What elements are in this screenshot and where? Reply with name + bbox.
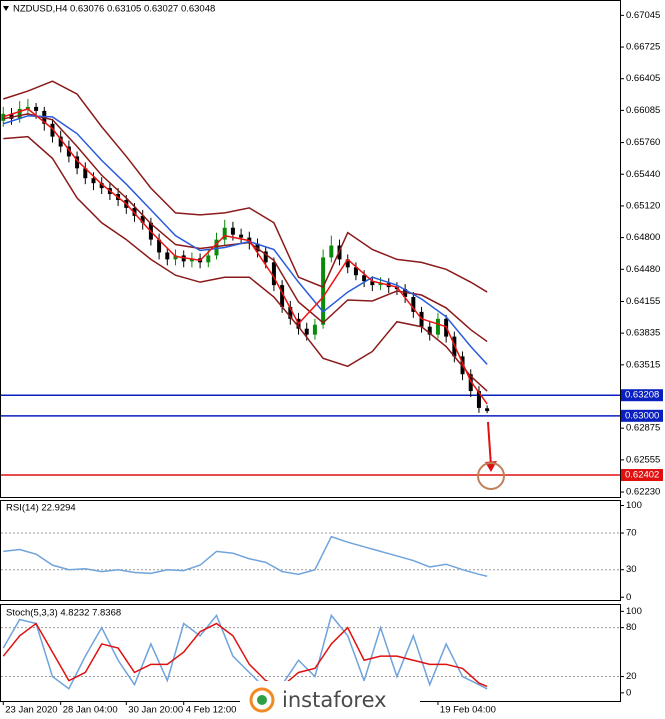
main-frame (0, 0, 621, 498)
candle-body (263, 251, 268, 263)
x-tick-label: 23 Jan 2020 (5, 705, 57, 716)
candle-body (91, 178, 96, 184)
candle-body (222, 227, 227, 240)
y-tick-label: 0.67045 (626, 10, 660, 21)
candle-body (9, 113, 14, 119)
y-tick-label: 0.63835 (626, 328, 660, 339)
level-label-bg (621, 469, 663, 482)
line (3, 108, 488, 405)
candle-body (321, 257, 326, 325)
candle-body (485, 408, 490, 412)
candle-body (140, 215, 145, 223)
candle-body (304, 328, 309, 335)
line (2, 613, 488, 690)
y-tick-label: 0.65760 (626, 137, 660, 148)
candle-body (476, 391, 481, 408)
watermark-bg (240, 681, 420, 719)
symbol-icon (3, 6, 9, 11)
watermark: instaforex (282, 688, 387, 712)
candle-body (435, 318, 440, 335)
candle-body (75, 156, 80, 169)
y-tick-label: 100 (626, 606, 642, 617)
candle-body (1, 113, 6, 121)
candle-body (378, 283, 383, 286)
level-label: 0.62402 (625, 470, 659, 481)
candle-body (34, 106, 39, 111)
candle-body (25, 106, 30, 109)
watermark-icon (249, 687, 275, 713)
target-circle (477, 462, 505, 490)
y-tick-label: 0.62875 (626, 423, 660, 434)
y-tick-label: 0.62230 (626, 487, 660, 498)
level-label-bg (621, 409, 663, 422)
candle-body (17, 108, 22, 119)
candle-body (427, 326, 432, 335)
y-tick-label: 80 (626, 622, 637, 633)
candle-body (230, 227, 235, 235)
candle-body (206, 255, 211, 263)
watermark-icon-dot (257, 695, 267, 705)
line (3, 535, 488, 577)
y-tick-label: 0.62555 (626, 454, 660, 465)
chart-title: NZDUSD,H4 0.63076 0.63105 0.63027 0.6304… (13, 4, 215, 15)
candle-body (165, 252, 170, 260)
stoch-title: Stoch(5,3,3) 4.8232 7.8368 (6, 608, 121, 619)
y-tick-label: 20 (626, 671, 637, 682)
candle-body (239, 234, 244, 238)
y-tick-label: 0.63515 (626, 359, 660, 370)
candle-body (132, 207, 137, 216)
x-tick-label: 19 Feb 04:00 (440, 705, 496, 716)
candle-body (411, 297, 416, 312)
candle-body (157, 239, 162, 253)
y-tick-label: 0 (626, 592, 631, 603)
candle-body (345, 259, 350, 268)
watermark-box: instaforex (240, 681, 420, 719)
line (3, 135, 488, 392)
candle-body (83, 168, 88, 179)
y-tick-label: 70 (626, 528, 637, 539)
candle-body (280, 285, 285, 307)
y-tick-label: 0.64800 (626, 232, 660, 243)
y-tick-label: 0.65120 (626, 200, 660, 211)
candle-body (271, 262, 276, 286)
candle-body (214, 239, 219, 256)
y-tick-label: 0.66405 (626, 73, 660, 84)
y-tick-label: 0.66085 (626, 105, 660, 116)
rsi-frame (0, 500, 621, 601)
y-tick-label: 0 (626, 687, 631, 698)
candle-body (353, 267, 358, 276)
plots: 0.67045 0.66725 0.66405 0.66085 0.65760 0.654… (1, 10, 663, 716)
y-tick-label: 0.65440 (626, 169, 660, 180)
candle-body (173, 255, 178, 260)
y-tick-label: 0.64480 (626, 264, 660, 275)
line (2, 622, 488, 688)
forecast-arrow (487, 421, 492, 467)
candle-body (255, 243, 260, 252)
line (3, 80, 488, 293)
y-tick-label: 100 (626, 500, 642, 511)
candle-body (99, 183, 104, 189)
candle-body (362, 275, 367, 282)
y-tick-label: 30 (626, 564, 637, 575)
level-label: 0.63208 (625, 390, 659, 401)
level-label-bg (621, 389, 663, 402)
candle-body (189, 258, 194, 262)
y-tick-label: 0.66725 (626, 42, 660, 53)
candle-body (329, 245, 334, 258)
candle-body (288, 306, 293, 319)
x-tick-label: 30 Jan 20:00 (128, 705, 183, 716)
candle-body (312, 324, 317, 335)
level-label: 0.63000 (625, 410, 659, 421)
y-tick-label: 0.64155 (626, 296, 660, 307)
candle-body (370, 281, 375, 286)
candle-body (66, 146, 71, 157)
rsi-title: RSI(14) 22.9294 (6, 503, 76, 514)
x-tick-label: 4 Feb 12:00 (186, 705, 237, 716)
candle-body (58, 136, 63, 147)
candle-body (50, 123, 55, 137)
x-tick-label: 28 Jan 04:00 (63, 705, 118, 716)
candle-body (468, 374, 473, 392)
